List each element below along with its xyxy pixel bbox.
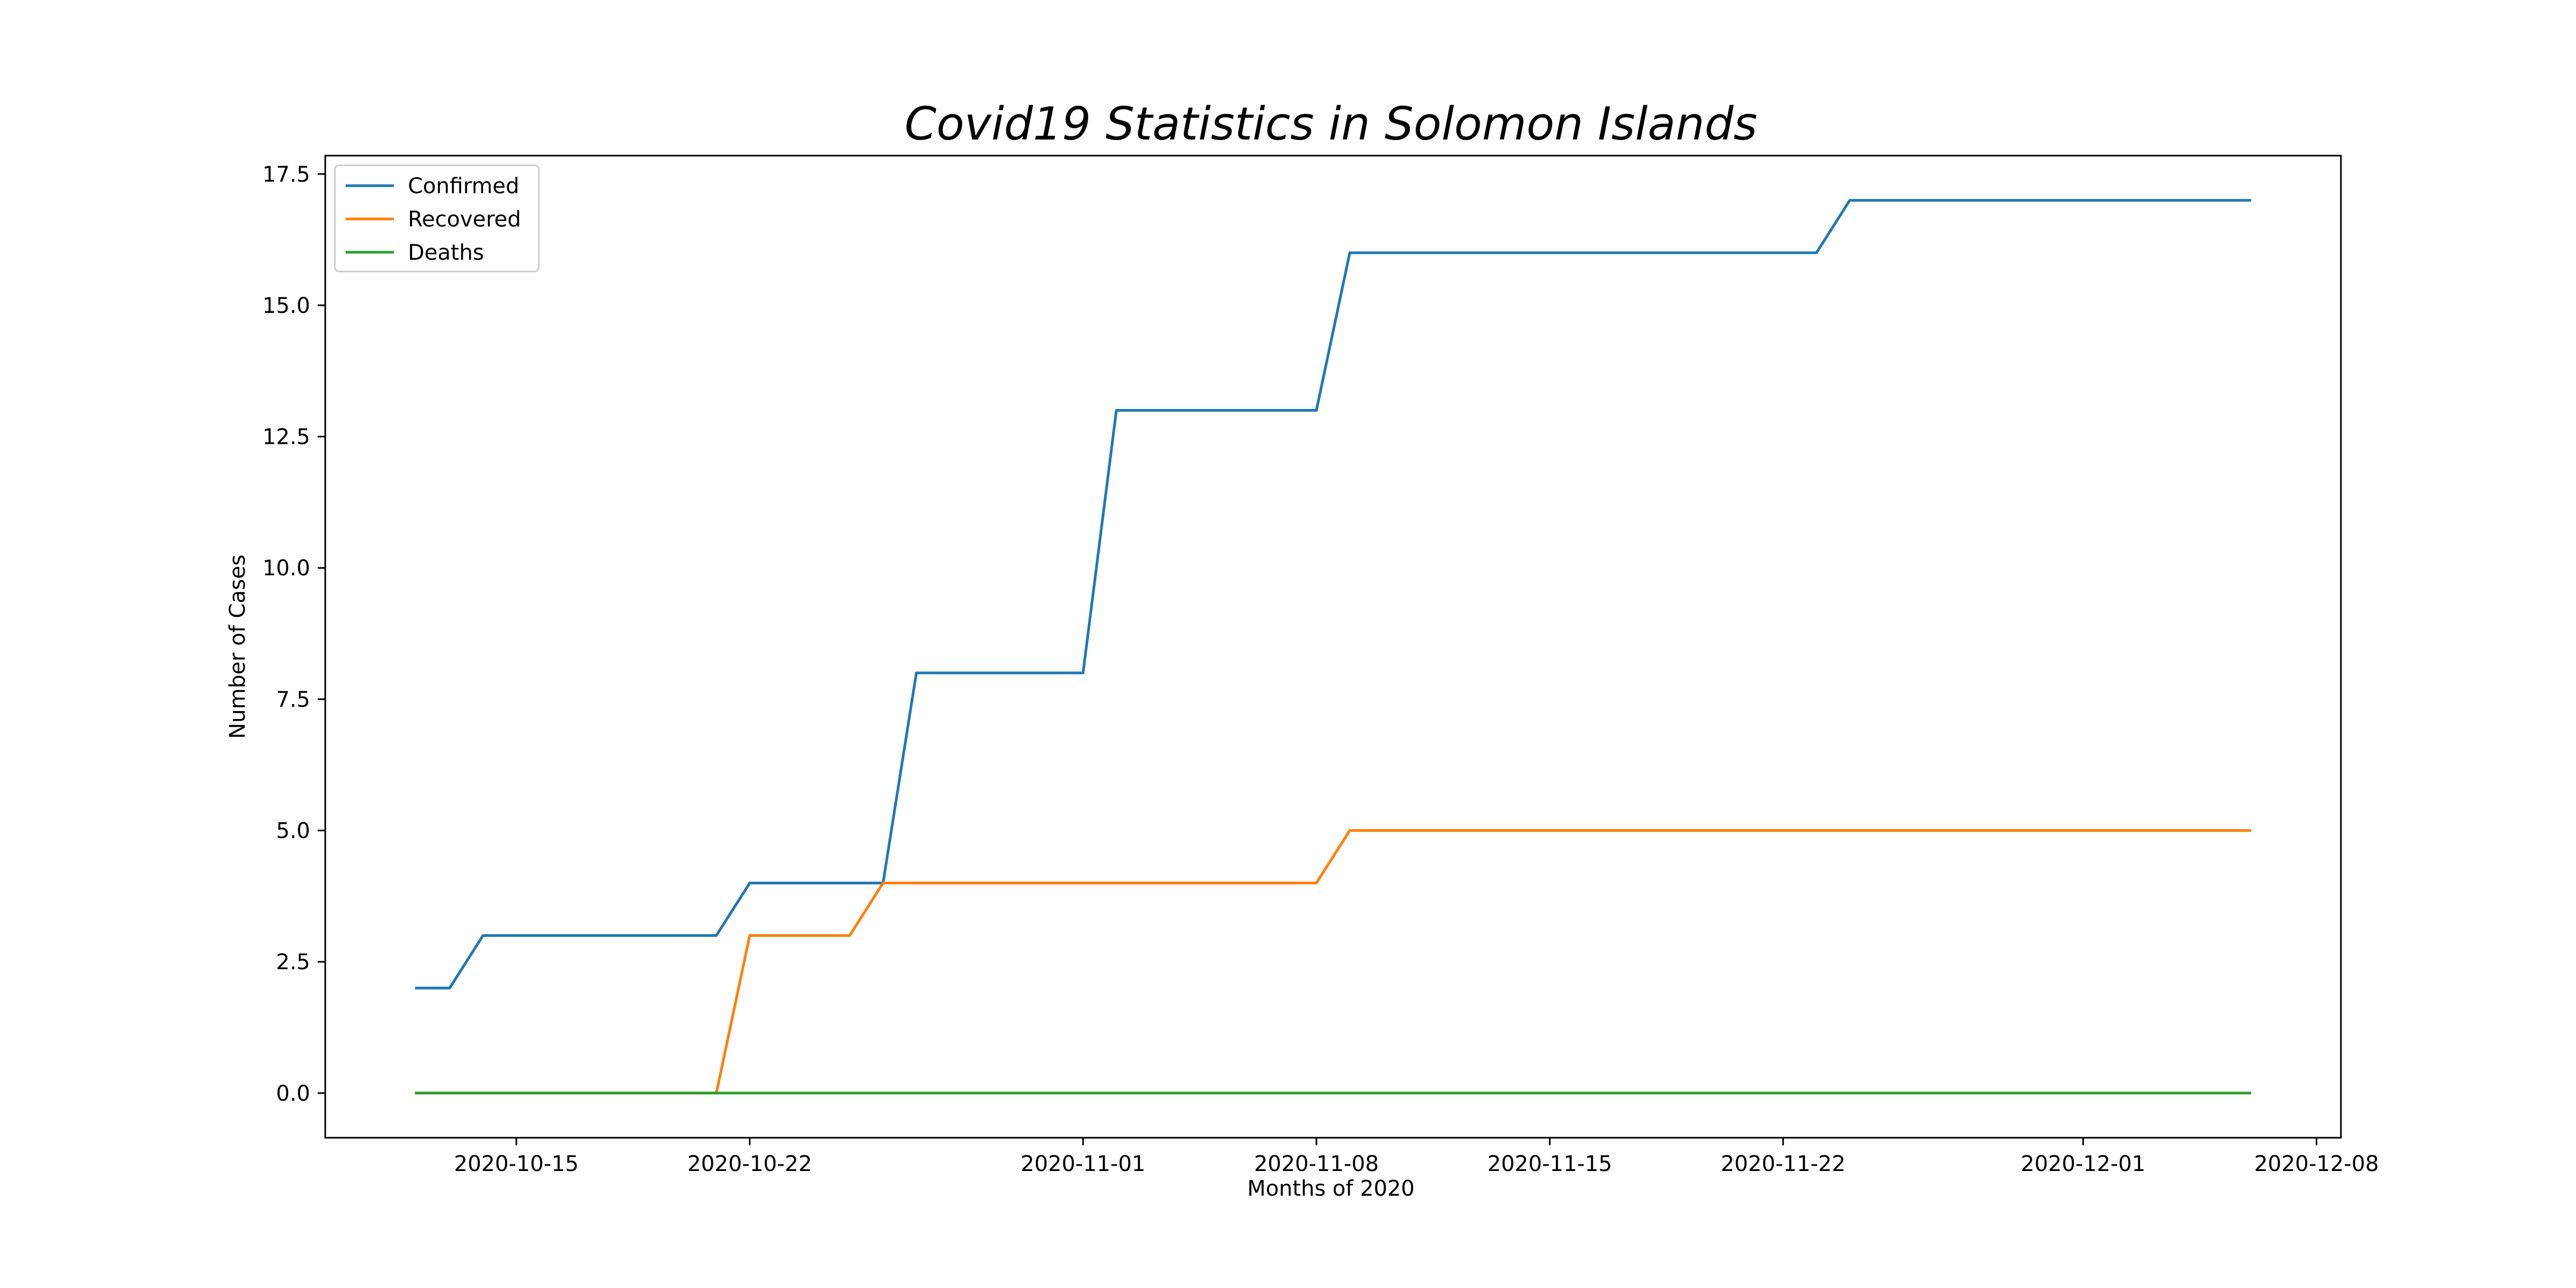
y-tick-label: 7.5 [276, 687, 310, 712]
y-tick-label: 12.5 [262, 425, 310, 450]
legend-label-confirmed: Confirmed [408, 174, 519, 199]
x-tick-label: 2020-10-15 [454, 1152, 579, 1176]
x-tick-label: 2020-11-08 [1254, 1152, 1379, 1176]
x-tick-label: 2020-10-22 [687, 1152, 812, 1176]
y-tick-label: 5.0 [276, 819, 310, 844]
y-tick-label: 17.5 [262, 162, 310, 187]
x-tick-label: 2020-12-01 [2021, 1152, 2145, 1176]
y-tick-label: 10.0 [262, 556, 310, 581]
chart-title: Covid19 Statistics in Solomon Islands [905, 98, 1758, 151]
x-tick-label: 2020-11-22 [1721, 1152, 1845, 1176]
x-axis-label: Months of 2020 [1247, 1176, 1415, 1201]
x-tick-label: 2020-12-08 [2254, 1152, 2379, 1176]
x-tick-label: 2020-11-15 [1488, 1152, 1612, 1176]
x-tick-label: 2020-11-01 [1021, 1152, 1145, 1176]
legend-label-deaths: Deaths [408, 240, 484, 265]
legend: Confirmed Recovered Deaths [334, 164, 540, 273]
y-tick-label: 0.0 [276, 1081, 310, 1106]
y-axis-label: Number of Cases [225, 554, 250, 738]
legend-label-recovered: Recovered [408, 207, 521, 232]
y-tick-label: 2.5 [276, 950, 310, 975]
plot-area: 2020-10-15 2020-10-22 2020-11-01 2020-11-08… [262, 155, 2379, 1176]
plot-frame [324, 155, 2342, 1139]
series-line-recovered [415, 829, 2251, 1095]
legend-box [334, 164, 540, 273]
y-tick-label: 15.0 [262, 294, 310, 318]
series-line-confirmed [415, 199, 2251, 990]
